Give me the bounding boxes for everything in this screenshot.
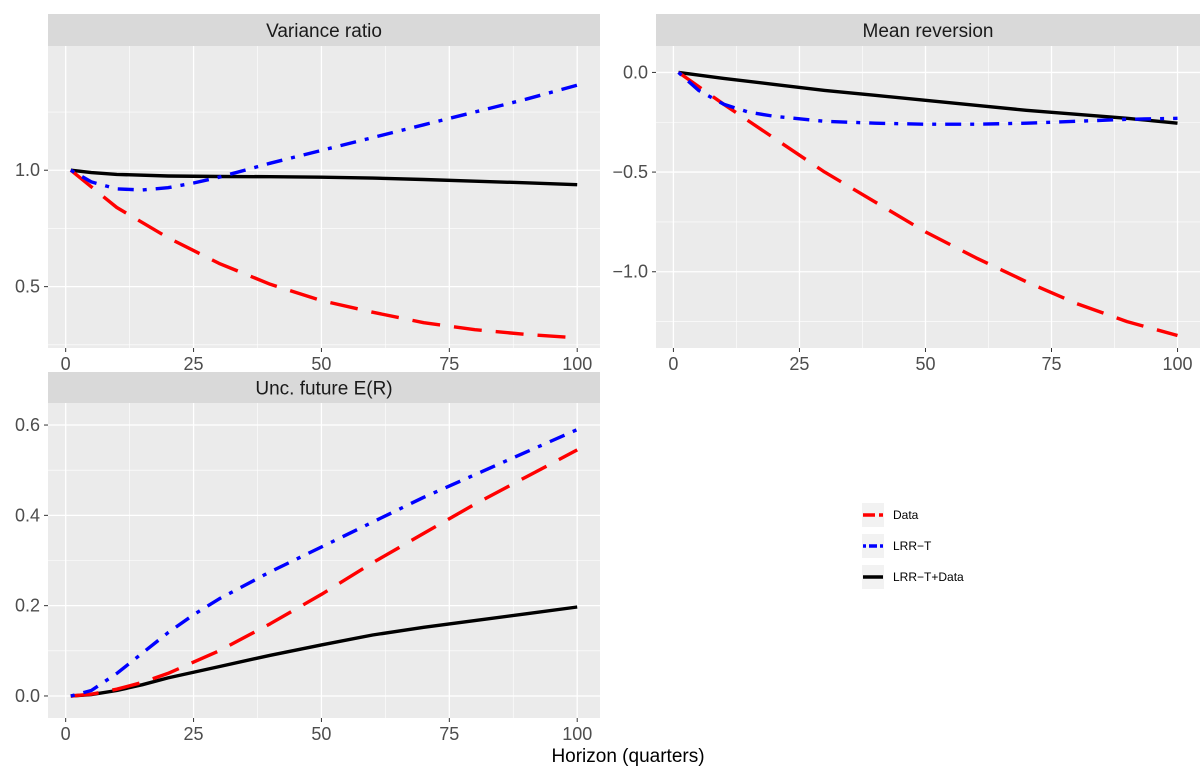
plot-background <box>48 46 600 348</box>
plot-background <box>656 46 1200 348</box>
y-tick-label: 1.0 <box>15 160 40 180</box>
y-tick-label: −0.5 <box>612 162 648 182</box>
strip-background <box>48 14 600 46</box>
x-tick-label: 75 <box>1041 354 1061 374</box>
y-tick-label: −1.0 <box>612 262 648 282</box>
x-tick-label: 100 <box>562 354 592 374</box>
series-line-data <box>69 168 578 340</box>
x-tick-label: 75 <box>439 354 459 374</box>
panel-0: Variance ratio 0 25 50 75 100 0.5 1.0 <box>15 14 600 374</box>
x-tick-label: 25 <box>789 354 809 374</box>
panel-title: Variance ratio <box>266 21 382 42</box>
x-tick-label: 25 <box>184 354 204 374</box>
strip-background <box>656 14 1200 46</box>
panel-1: Mean reversion 0 25 50 75 100 −1.0 −0.5 0.0 <box>612 14 1200 374</box>
y-tick-label: 0.0 <box>623 62 648 82</box>
series-line-lrr-t-data <box>70 168 578 187</box>
x-tick-label: 25 <box>184 724 204 744</box>
panel-title: Unc. future E(R) <box>255 379 392 400</box>
legend-label: Data <box>893 508 919 522</box>
series-line-lrr-t <box>70 428 578 698</box>
strip-background <box>48 372 600 403</box>
x-tick-label: 50 <box>311 724 331 744</box>
y-tick-label: 0.6 <box>15 415 40 435</box>
panel-title: Mean reversion <box>863 21 994 42</box>
panel-2: Unc. future E(R) 0 25 50 75 100 0.0 0.2 0.4 0.6 <box>15 372 600 744</box>
x-tick-label: 0 <box>61 354 71 374</box>
x-tick-label: 75 <box>439 724 459 744</box>
x-tick-label: 0 <box>668 354 678 374</box>
x-axis-title: Horizon (quarters) <box>551 746 704 767</box>
series-line-lrr-t <box>677 71 1178 126</box>
y-tick-label: 0.5 <box>15 277 40 297</box>
series-line-data <box>677 71 1178 338</box>
x-tick-label: 100 <box>562 724 592 744</box>
y-tick-label: 0.2 <box>15 596 40 616</box>
legend-label: LRR−T+Data <box>893 570 964 584</box>
series-line-lrr-t <box>69 83 578 192</box>
y-tick-label: 0.0 <box>15 686 40 706</box>
x-tick-label: 50 <box>915 354 935 374</box>
x-tick-label: 0 <box>61 724 71 744</box>
x-tick-label: 50 <box>311 354 331 374</box>
legend-label: LRR−T <box>893 539 932 553</box>
legend: Data LRR−T LRR−T+Data <box>858 494 998 600</box>
x-tick-label: 100 <box>1163 354 1193 374</box>
y-tick-label: 0.4 <box>15 505 40 525</box>
series-line-lrr-t-data <box>678 70 1178 125</box>
series-line-data <box>70 448 578 698</box>
